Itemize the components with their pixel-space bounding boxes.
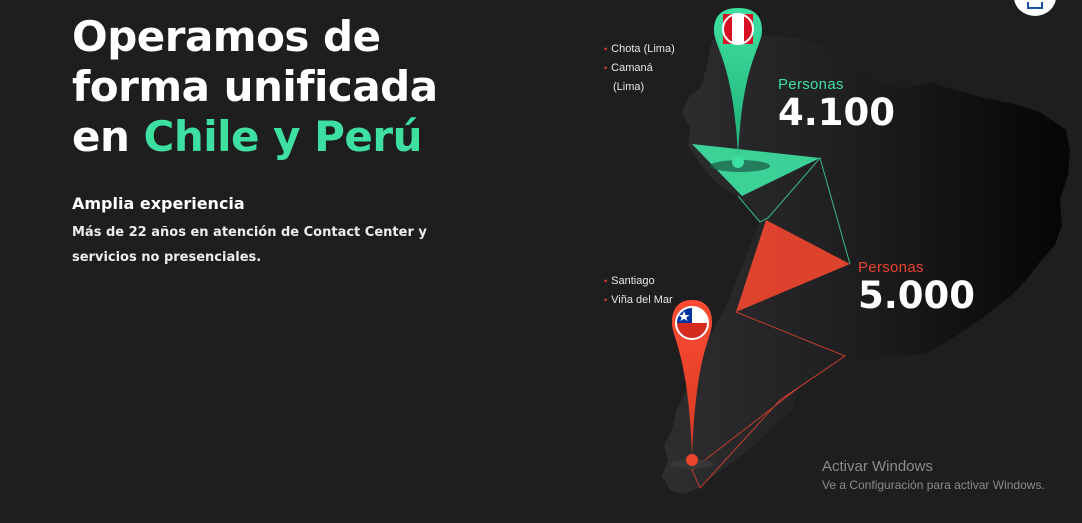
- list-item-continuation: (Lima): [613, 81, 645, 93]
- chile-region-triangle: [736, 220, 850, 312]
- list-item: • Chota (Lima): [604, 43, 675, 55]
- peru-flag-icon: [722, 13, 754, 45]
- list-item: • Camaná: [604, 62, 653, 74]
- windows-activation-watermark: Activar Windows Ve a Configuración para …: [822, 458, 1045, 492]
- list-item: • Viña del Mar: [604, 294, 673, 306]
- chile-location-pin[interactable]: [672, 300, 712, 466]
- bullet-dot: •: [604, 276, 608, 286]
- bullet-dot: •: [604, 295, 608, 305]
- chile-city-list: • Santiago • Viña del Mar: [604, 272, 673, 310]
- chile-stat-label: Personas: [858, 259, 924, 276]
- hero-title-line3-prefix: en: [72, 112, 144, 161]
- connector-lines-peru: [737, 156, 851, 265]
- watermark-title: Activar Windows: [822, 458, 933, 475]
- hero-title-line2: forma unificada: [72, 62, 438, 111]
- peru-stat-value: 4.100: [778, 91, 896, 134]
- chile-stat: Personas 5.000: [858, 259, 975, 316]
- experience-title: Amplia experiencia: [72, 194, 245, 213]
- chile-stat-value: 5.000: [858, 274, 976, 317]
- chile-flag-icon: [675, 306, 709, 340]
- hero-title-accent: Chile y Perú: [143, 112, 423, 161]
- peru-stat: Personas 4.100: [778, 76, 895, 133]
- hero-title: Operamos de forma unificada en Chile y P…: [72, 12, 438, 162]
- bullet-dot: •: [604, 44, 608, 54]
- list-item: • Santiago: [604, 275, 655, 287]
- peru-stat-label: Personas: [778, 76, 844, 93]
- landmass: [662, 35, 1070, 494]
- corner-action-button[interactable]: [1014, 0, 1056, 16]
- watermark-subtitle: Ve a Configuración para activar Windows.: [822, 478, 1045, 492]
- hero-title-line1: Operamos de: [72, 12, 381, 61]
- peru-location-pin[interactable]: [714, 8, 762, 168]
- peru-city-list: • Chota (Lima) • Camaná (Lima): [604, 40, 675, 97]
- experience-description: Más de 22 años en atención de Contact Ce…: [72, 225, 427, 265]
- connector-lines-chile: [691, 311, 847, 489]
- bullet-dot: •: [604, 63, 608, 73]
